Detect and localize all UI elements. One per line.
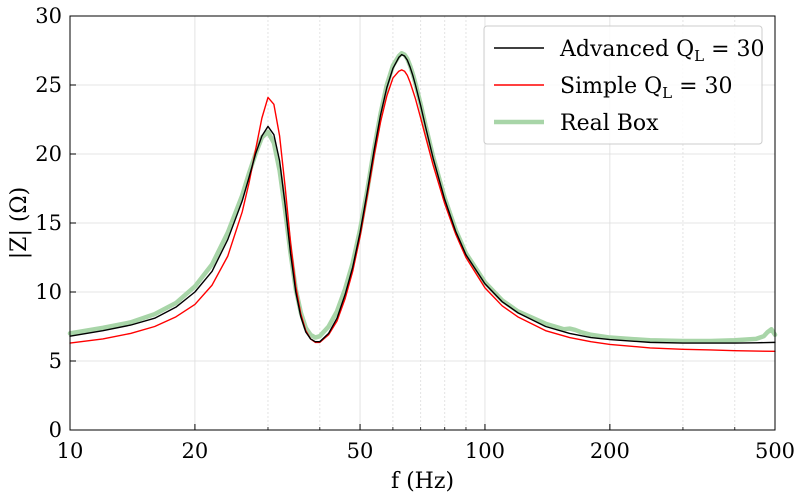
legend-label: Real Box [560,111,659,136]
x-tick-label: 200 [590,439,630,463]
tick-labels: 10 20 50 100 200 500 0 5 10 15 20 25 30 [35,4,795,463]
legend-label: Simple QL = 30 [560,74,733,102]
y-tick-label: 15 [35,211,62,235]
series-line-advanced [69,53,776,344]
legend: Advanced QL = 30 Simple QL = 30 Real Box [483,25,765,145]
y-tick-label: 30 [35,4,62,28]
series-layer [67,51,778,353]
y-tick-label: 5 [49,349,62,373]
legend-box [483,25,763,145]
y-tick-label: 25 [35,73,62,97]
legend-entries: Advanced QL = 30 Simple QL = 30 Real Box [494,37,765,136]
x-axis-label: f (Hz) [391,469,454,494]
y-tick-label: 10 [35,280,62,304]
ticks [69,15,776,431]
y-tick-label: 20 [35,142,62,166]
y-tick-label: 0 [49,418,62,442]
y-axis-label: |Z| (Ω) [7,187,32,260]
x-tick-label: 500 [755,439,795,463]
legend-label: Advanced QL = 30 [559,37,765,65]
x-tick-label: 10 [57,439,84,463]
x-tick-label: 50 [347,439,374,463]
x-tick-label: 20 [182,439,209,463]
x-tick-label: 100 [465,439,505,463]
